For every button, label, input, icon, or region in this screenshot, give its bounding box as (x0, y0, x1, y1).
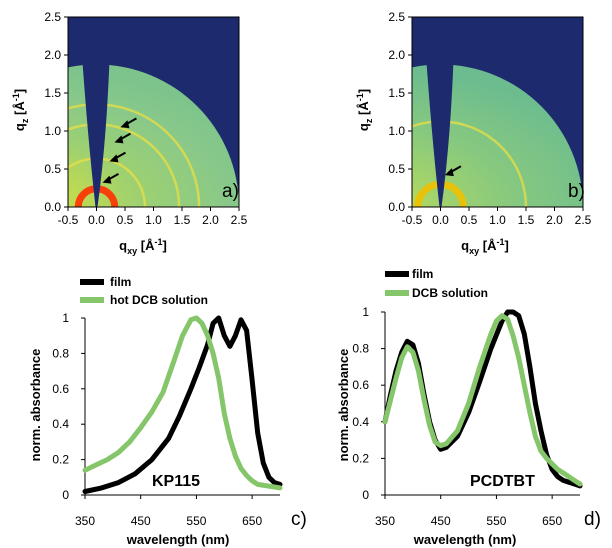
y-tick-label: 0.5 (44, 162, 61, 176)
y-tick-label: 2.5 (44, 10, 61, 24)
y-tick-label: 0.8 (352, 342, 369, 356)
arrow-head (120, 120, 130, 129)
scattering-intensity (68, 64, 239, 207)
axes-d: 350 450 550 650 0 0.2 0.4 0.6 0.8 1 (352, 305, 580, 528)
panel-label-c: c) (291, 509, 307, 530)
axes-c: 350 450 550 650 0 0.2 0.4 0.6 0.8 1 (52, 311, 280, 528)
y-tick-label: 1.5 (388, 86, 405, 100)
arrow-head (114, 135, 124, 144)
heatmap-a (68, 17, 239, 207)
y-tick-label: 0 (362, 488, 369, 502)
y-tick-label: 1.0 (44, 124, 61, 138)
x-tick-label: -0.5 (402, 213, 423, 227)
y-tick-label: 1.0 (388, 124, 405, 138)
axes-b: -0.5 0.0 0.5 1.0 1.5 2.0 2.50.00.51.01.52.02.5 (388, 10, 591, 227)
x-tick-label: 550 (486, 514, 506, 528)
x-tick-label: 350 (75, 514, 95, 528)
x-tick-label: 1.5 (518, 213, 535, 227)
y-tick-label: 0.0 (388, 200, 405, 214)
y-tick-label: 2.0 (388, 48, 405, 62)
panel-label-a: a) (222, 181, 239, 202)
series-line-solution (382, 313, 583, 487)
series-line-solution (82, 315, 283, 491)
y-tick-label: 1.5 (44, 86, 61, 100)
ylabel-b: qz [Å-1] (355, 89, 374, 131)
heatmap-content (68, 17, 239, 207)
x-tick-label: 0.0 (88, 213, 105, 227)
x-tick-label: 2.0 (546, 213, 563, 227)
x-tick-label: 650 (242, 514, 262, 528)
x-tick-label: 2.5 (231, 213, 248, 227)
x-tick-label: 1.5 (174, 213, 191, 227)
x-tick-label: 1.0 (489, 213, 506, 227)
heatmap-content (412, 17, 583, 207)
polymer-label-d: PCDTBT (470, 473, 535, 490)
x-tick-label: 2.5 (575, 213, 592, 227)
x-tick-label: 450 (131, 514, 151, 528)
x-tick-label: 0.5 (461, 213, 478, 227)
heatmap-b (412, 17, 583, 207)
series-line-film (82, 315, 283, 494)
ylabel-d: norm. absorbance (336, 349, 351, 462)
y-tick-label: 2.5 (388, 10, 405, 24)
panel-label-b: b) (568, 181, 585, 202)
y-tick-label: 0.4 (352, 415, 369, 429)
scattering-intensity (412, 64, 583, 207)
legend-label-film: film (110, 275, 131, 289)
panel-b: -0.5 0.0 0.5 1.0 1.5 2.0 2.50.00.51.01.52.02.5… (355, 10, 592, 256)
xlabel-b: qxy [Å-1] (461, 237, 509, 256)
xlabel-a: qxy [Å-1] (119, 237, 167, 256)
polymer-label-c: KP115 (152, 473, 200, 490)
axes-a: -0.5 0.0 0.5 1.0 1.5 2.0 2.50.00.51.01.52.02.5 (44, 10, 247, 227)
y-tick-label: 0.6 (52, 382, 69, 396)
missing-wedge (423, 17, 455, 207)
y-tick-label: 0.2 (52, 453, 69, 467)
x-tick-label: 650 (542, 514, 562, 528)
y-tick-label: 0.2 (352, 451, 369, 465)
xlabel-c: wavelength (nm) (126, 532, 230, 547)
x-tick-label: 450 (431, 514, 451, 528)
legend-label-film: film (412, 267, 433, 281)
y-tick-label: 0.4 (52, 417, 69, 431)
x-tick-label: 0.0 (432, 213, 449, 227)
panel-c: 350 450 550 650 0 0.2 0.4 0.6 0.8 1 film hot DCB … (28, 275, 307, 547)
xlabel-d: wavelength (nm) (413, 532, 517, 547)
y-tick-label: 1 (62, 311, 69, 325)
panel-label-d: d) (584, 509, 601, 530)
x-tick-label: 0.5 (117, 213, 134, 227)
legend-label-solution: hot DCB solution (110, 293, 208, 307)
arrow-head (444, 168, 454, 177)
legend-label-solution: DCB solution (412, 286, 488, 300)
y-tick-label: 0.0 (44, 200, 61, 214)
x-tick-label: 1.0 (145, 213, 162, 227)
x-tick-label: 2.0 (202, 213, 219, 227)
y-tick-label: 2.0 (44, 48, 61, 62)
panel-d: 350 450 550 650 0 0.2 0.4 0.6 0.8 1 film DCB solu… (336, 267, 601, 547)
y-tick-label: 0.6 (352, 378, 369, 392)
series-line-film (382, 309, 583, 489)
x-tick-label: 350 (375, 514, 395, 528)
missing-wedge (79, 17, 111, 207)
y-tick-label: 0.5 (388, 162, 405, 176)
legend-d: film DCB solution (385, 267, 488, 300)
lines-c (82, 315, 283, 494)
panel-a: -0.5 0.0 0.5 1.0 1.5 2.0 2.50.00.51.01.52.02.5… (11, 10, 248, 256)
x-tick-label: -0.5 (58, 213, 79, 227)
x-tick-label: 550 (186, 514, 206, 528)
y-tick-label: 1 (362, 305, 369, 319)
y-tick-label: 0 (62, 488, 69, 502)
ylabel-c: norm. absorbance (28, 349, 43, 462)
arrow-head (109, 154, 119, 163)
ylabel-a: qz [Å-1] (11, 89, 30, 131)
lines-d (382, 309, 583, 489)
arrow-head (102, 175, 112, 184)
y-tick-label: 0.8 (52, 346, 69, 360)
legend-c: film hot DCB solution (80, 275, 208, 307)
